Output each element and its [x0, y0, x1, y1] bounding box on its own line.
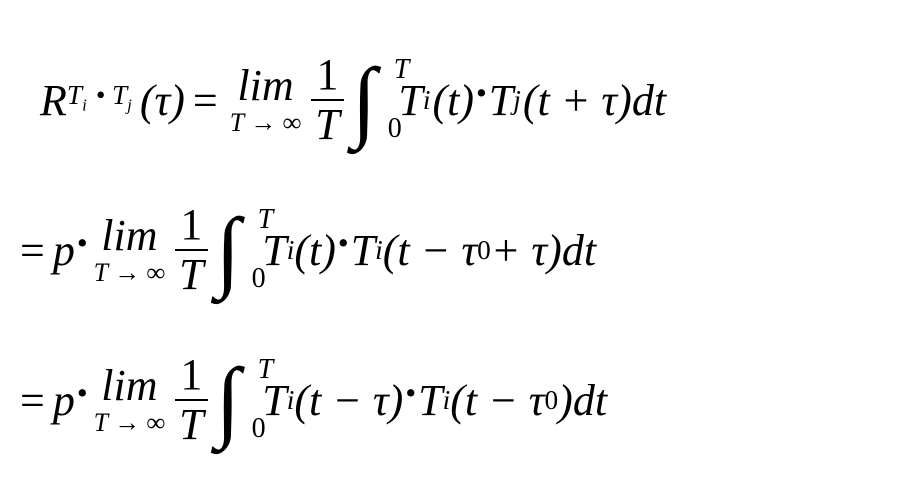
- lim-1: lim T → ∞: [230, 64, 302, 136]
- lim-3: lim T → ∞: [94, 364, 166, 436]
- integrand-1: Ti (t) • Tj (t + τ) dt: [398, 75, 666, 126]
- integrand-3: Ti (t − τ) • Ti (t − τ0) dt: [262, 375, 607, 426]
- equation-line-1: R Ti • Tj (τ) = lim T → ∞ 1 T ∫ T 0 Ti (…: [20, 30, 890, 170]
- equation-line-3: = p • lim T → ∞ 1 T ∫ T 0 Ti (t − τ) • T…: [20, 330, 890, 470]
- dot-icon: •: [77, 376, 88, 411]
- integral-3: ∫ T 0: [216, 360, 241, 441]
- integrand-2: Ti (t) • Ti (t − τ0 + τ) dt: [262, 225, 596, 276]
- equals-2: =: [20, 225, 45, 276]
- equation-line-2: = p • lim T → ∞ 1 T ∫ T 0 Ti (t) • Ti (t…: [20, 180, 890, 320]
- equals-3: =: [20, 375, 45, 426]
- tau-arg: (τ): [140, 75, 185, 126]
- lhs: R Ti • Tj (τ): [40, 75, 185, 126]
- dot-icon: •: [405, 376, 416, 411]
- dot-icon: •: [338, 226, 349, 261]
- dot-icon: •: [476, 76, 487, 111]
- integral-1: ∫ T 0: [352, 60, 377, 141]
- p-dot-2: p •: [53, 225, 90, 276]
- integral-2: ∫ T 0: [216, 210, 241, 291]
- frac-3: 1 T: [175, 351, 207, 449]
- dot-icon: •: [77, 226, 88, 261]
- sym-R: R: [40, 75, 67, 126]
- equals-1: =: [193, 75, 218, 126]
- R-subscript: Ti • Tj: [67, 95, 132, 105]
- lim-2: lim T → ∞: [94, 214, 166, 286]
- frac-2: 1 T: [175, 201, 207, 299]
- p-dot-3: p •: [53, 375, 90, 426]
- frac-1: 1 T: [311, 51, 343, 149]
